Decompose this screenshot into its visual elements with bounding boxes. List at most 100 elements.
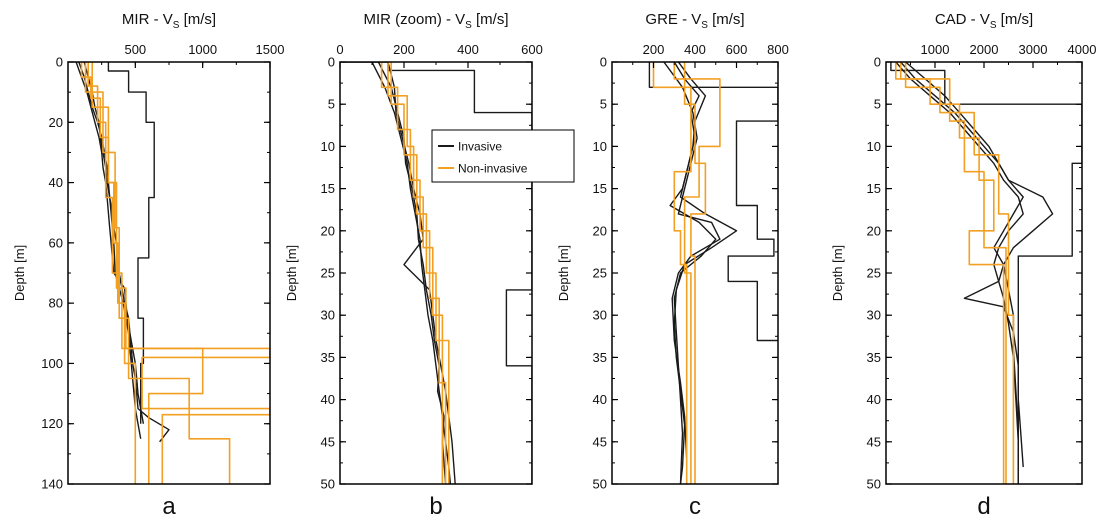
y-tick-label: 30 — [867, 308, 881, 323]
non-invasive-line-2 — [683, 62, 707, 484]
panel-b: MIR (zoom) - VS [m/s] 0 200 400 600 0 5 10 15 20 2… — [284, 11, 543, 520]
title-unit: [m/s] — [179, 11, 216, 28]
x-tick-label: 1000 — [921, 42, 950, 57]
panel-title: MIR (zoom) - VS [m/s] — [363, 11, 508, 31]
panel-c: GRE - VS [m/s] 200 400 600 800 0 5 10 15 20 25 30 35… — [556, 11, 789, 520]
panel-title: MIR - VS [m/s] — [122, 11, 216, 31]
x-tick-label: 3000 — [1019, 42, 1048, 57]
y-tick-label: 20 — [49, 115, 63, 130]
title-main: CAD - V — [935, 11, 990, 28]
panel-letter: d — [977, 493, 990, 520]
y-tick-label: 10 — [867, 139, 881, 154]
y-axis-label: Depth [m] — [284, 245, 299, 301]
y-tick-label: 40 — [49, 175, 63, 190]
invasive-line-1 — [669, 62, 717, 484]
legend-label: Invasive — [458, 140, 502, 154]
x-tick-label: 1000 — [188, 42, 217, 57]
x-tick-label: 500 — [124, 42, 146, 57]
invasive-line-2 — [75, 62, 170, 443]
series-group — [75, 62, 270, 484]
title-main: MIR (zoom) - V — [363, 11, 465, 28]
plot-frame — [885, 61, 1083, 485]
invasive-line-4 — [648, 62, 778, 342]
y-tick-label: 20 — [593, 223, 607, 238]
x-tick-label: 4000 — [1068, 42, 1097, 57]
series-group — [648, 62, 778, 484]
x-tick-label: 2000 — [970, 42, 999, 57]
y-tick-label: 50 — [867, 477, 881, 492]
y-tick-label: 5 — [874, 97, 881, 112]
invasive-line-1 — [371, 62, 452, 484]
panel-title: CAD - VS [m/s] — [935, 11, 1033, 31]
legend-box — [431, 129, 575, 183]
title-unit: [m/s] — [997, 11, 1034, 28]
y-tick-label: 35 — [867, 350, 881, 365]
series-group — [890, 62, 1082, 484]
legend-label: Non-invasive — [458, 162, 528, 176]
y-tick-label: 15 — [593, 181, 607, 196]
invasive-line-4 — [890, 62, 1082, 484]
non-invasive-line-2 — [87, 62, 270, 484]
y-tick-label: 10 — [321, 139, 335, 154]
x-tick-label: 0 — [336, 42, 343, 57]
y-tick-label: 120 — [41, 416, 63, 431]
title-subscript: S — [701, 20, 708, 31]
panel-letter: a — [162, 493, 176, 520]
panel-title: GRE - VS [m/s] — [645, 11, 744, 31]
y-tick-label: 20 — [321, 223, 335, 238]
panel-letter: b — [429, 493, 442, 520]
legend: Invasive Non-invasive — [431, 129, 575, 183]
y-tick-label: 25 — [321, 266, 335, 281]
non-invasive-line-3 — [84, 62, 231, 484]
y-axis-label: Depth [m] — [830, 245, 845, 301]
panel-a: MIR - VS [m/s] 500 1000 1500 0 20 40 60 80 100 120… — [12, 11, 284, 520]
title-subscript: S — [465, 20, 472, 31]
y-tick-label: 40 — [867, 392, 881, 407]
non-invasive-line-3 — [899, 62, 1007, 484]
non-invasive-line-2 — [390, 62, 450, 484]
x-tick-label: 400 — [684, 42, 706, 57]
title-subscript: S — [173, 20, 180, 31]
y-tick-label: 45 — [321, 434, 335, 449]
y-tick-label: 60 — [49, 235, 63, 250]
title-unit: [m/s] — [708, 11, 745, 28]
x-tick-label: 200 — [643, 42, 665, 57]
non-invasive-line-3 — [387, 62, 444, 484]
non-invasive-line-3 — [673, 62, 721, 484]
y-tick-label: 0 — [874, 55, 881, 70]
y-tick-label: 10 — [593, 139, 607, 154]
invasive-line-2 — [673, 62, 738, 484]
y-tick-label: 30 — [593, 308, 607, 323]
y-tick-label: 0 — [56, 55, 63, 70]
x-tick-label: 400 — [457, 42, 479, 57]
y-tick-label: 80 — [49, 296, 63, 311]
y-tick-label: 15 — [321, 181, 335, 196]
title-main: GRE - V — [645, 11, 701, 28]
title-unit: [m/s] — [472, 11, 509, 28]
non-invasive-line-1 — [895, 62, 1005, 484]
y-tick-label: 40 — [321, 392, 335, 407]
y-tick-label: 5 — [328, 97, 335, 112]
y-tick-label: 140 — [41, 477, 63, 492]
x-tick-label: 1500 — [256, 42, 285, 57]
y-tick-label: 50 — [321, 477, 335, 492]
x-tick-label: 800 — [767, 42, 789, 57]
y-axis-label: Depth [m] — [556, 245, 571, 301]
y-tick-label: 50 — [593, 477, 607, 492]
y-tick-label: 25 — [867, 266, 881, 281]
y-tick-label: 0 — [328, 55, 335, 70]
y-tick-label: 30 — [321, 308, 335, 323]
y-tick-label: 15 — [867, 181, 881, 196]
x-tick-label: 200 — [393, 42, 415, 57]
title-subscript: S — [990, 20, 997, 31]
y-tick-label: 40 — [593, 392, 607, 407]
series-group — [340, 62, 532, 484]
y-axis-label: Depth [m] — [12, 245, 27, 301]
panel-letter: c — [689, 493, 701, 520]
non-invasive-line-2 — [904, 62, 1015, 484]
non-invasive-line-4 — [91, 62, 204, 484]
non-invasive-line-1 — [380, 62, 447, 484]
y-tick-label: 0 — [600, 55, 607, 70]
invasive-line-1 — [78, 62, 142, 439]
